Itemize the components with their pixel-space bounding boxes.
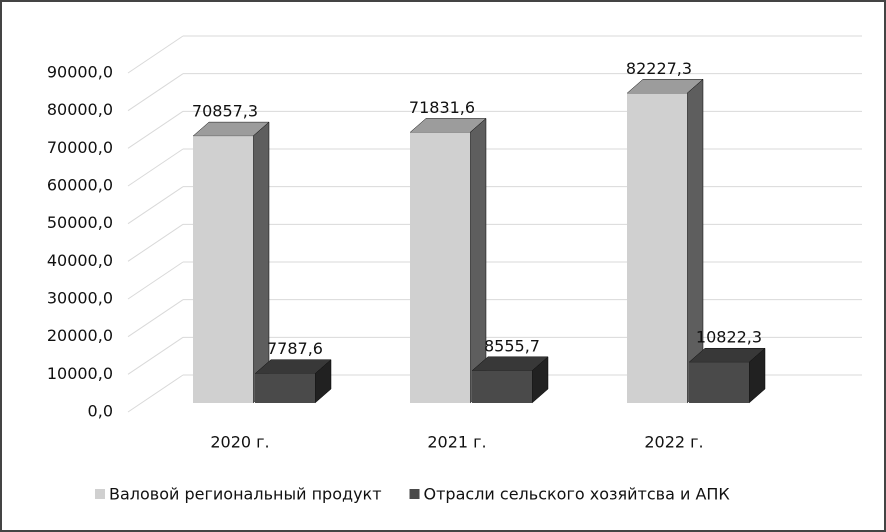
bar [627,93,687,404]
bar [193,136,253,403]
legend-label: Валовой региональный продукт [109,485,382,504]
legend-swatch [409,489,420,499]
bar [255,373,315,403]
y-tick-label: 20000,0 [47,326,113,345]
bar [472,370,532,403]
bar-side [252,121,270,404]
legend-label: Отрасли сельского хозяйтсва и АПК [424,485,731,504]
y-tick-label: 50000,0 [47,213,113,232]
value-label: 8555,7 [484,336,540,355]
x-tick-label: 2020 г. [210,433,269,452]
y-tick-label: 80000,0 [47,100,113,119]
y-tick-label: 70000,0 [47,138,113,157]
y-tick-label: 90000,0 [47,63,113,82]
y-tick-label: 40000,0 [47,251,113,270]
y-tick-label: 60000,0 [47,176,113,195]
grid-line-side [127,261,184,300]
y-tick-label: 0,0 [88,402,113,421]
grid-line-side [127,223,184,262]
y-tick-label: 10000,0 [47,364,113,383]
value-label: 10822,3 [696,328,762,347]
value-label: 82227,3 [626,59,692,78]
grid-line-side [127,73,184,112]
value-label: 70857,3 [192,102,258,121]
grid-line-side [127,148,184,187]
x-tick-label: 2021 г. [427,433,486,452]
bar [410,132,470,403]
grid-line-side [127,110,184,149]
value-label: 7787,6 [267,339,323,358]
y-tick-label: 30000,0 [47,289,113,308]
value-label: 71831,6 [409,98,475,117]
grid-line-side [127,186,184,225]
bar [689,362,749,403]
x-tick-label: 2022 г. [644,433,703,452]
legend-swatch [95,489,105,499]
grid-line-side [127,336,184,375]
grid-line-side [127,35,184,74]
grid-line-side [127,299,184,338]
grid-line-side [127,374,184,413]
